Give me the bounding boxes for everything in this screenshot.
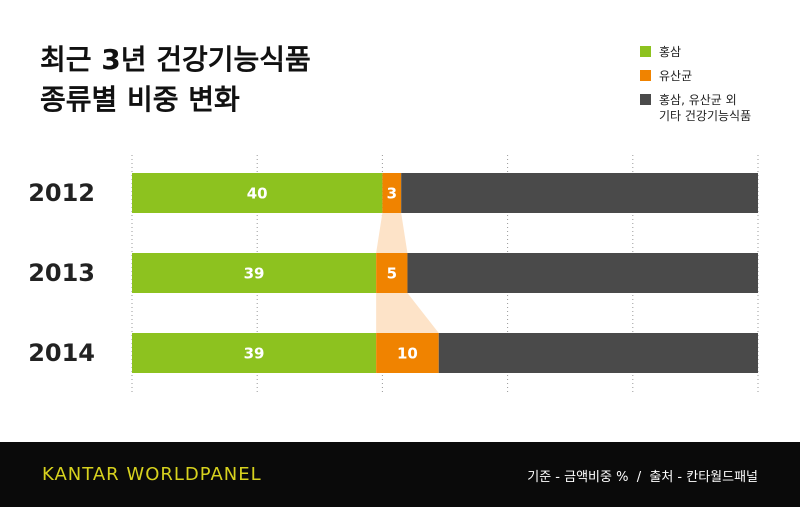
- legend-label: 유산균: [659, 69, 693, 83]
- data-label: 39: [244, 265, 265, 283]
- legend-label: 홍삼, 유산균 외 기타 건강기능식품: [659, 93, 752, 123]
- legend-item: 유산균: [640, 68, 751, 84]
- data-label: 39: [244, 345, 265, 363]
- legend-swatch: [640, 70, 651, 81]
- legend-swatch: [640, 46, 651, 57]
- source-note: 기준 - 금액비중 % / 출처 - 칸타월드패널: [527, 470, 758, 485]
- legend-item: 홍삼, 유산균 외 기타 건강기능식품: [640, 92, 751, 124]
- connector: [376, 213, 408, 253]
- legend-swatch: [640, 94, 651, 105]
- bar-segment: [438, 333, 758, 373]
- y-tick-label: 2012: [28, 179, 95, 207]
- bar-segment: [132, 333, 377, 373]
- y-tick-label: 2013: [28, 259, 95, 287]
- bar-segment: [376, 253, 408, 293]
- y-tick-label: 2014: [28, 339, 95, 367]
- bar-segment: [382, 173, 402, 213]
- connector: [376, 293, 439, 333]
- legend-label: 홍삼: [659, 45, 682, 59]
- data-label: 40: [247, 185, 268, 203]
- data-label: 3: [387, 185, 397, 203]
- chart-title: 최근 3년 건강기능식품 종류별 비중 변화: [40, 43, 311, 116]
- bar-segment: [376, 333, 439, 373]
- data-label: 10: [397, 345, 418, 363]
- data-label: 5: [387, 265, 397, 283]
- bar-segment: [401, 173, 758, 213]
- bar-segment: [132, 173, 383, 213]
- footer: KANTAR WORLDPANEL 기준 - 금액비중 % / 출처 - 칸타월…: [0, 442, 800, 507]
- chart: 2012 40 3 2013 39 5 2014 39 10: [28, 155, 759, 395]
- brand-logo: KANTAR WORLDPANEL: [42, 464, 262, 485]
- bar-segment: [132, 253, 377, 293]
- legend-item: 홍삼: [640, 44, 751, 60]
- bar-segment: [407, 253, 758, 293]
